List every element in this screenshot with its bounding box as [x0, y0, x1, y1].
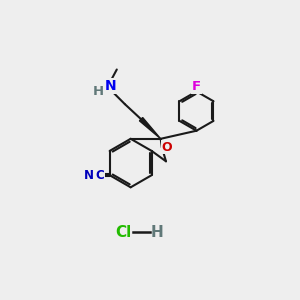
- Text: C: C: [95, 169, 104, 182]
- Text: O: O: [162, 141, 172, 154]
- Text: Cl: Cl: [116, 225, 132, 240]
- Text: H: H: [93, 85, 104, 98]
- Text: N: N: [104, 79, 116, 93]
- Text: H: H: [151, 225, 164, 240]
- Text: F: F: [192, 80, 201, 93]
- Text: N: N: [84, 169, 94, 182]
- Polygon shape: [140, 118, 161, 139]
